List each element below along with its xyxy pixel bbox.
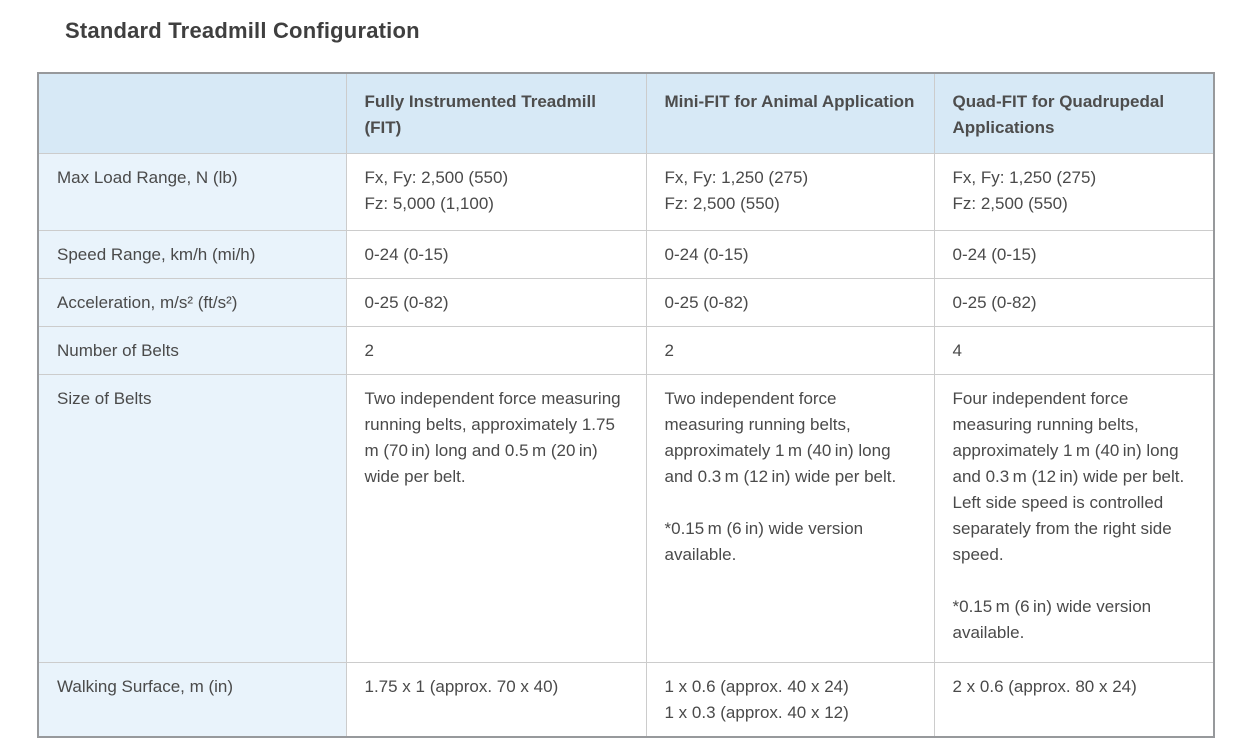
cell-surface-fit: 1.75 x 1 (approx. 70 x 40) bbox=[345, 661, 647, 738]
table-row-walking-surface: Walking Surface, m (in) 1.75 x 1 (approx… bbox=[37, 661, 1215, 738]
cell-max-load-fit: Fx, Fy: 2,500 (550) Fz: 5,000 (1,100) bbox=[345, 152, 647, 231]
page-title: Standard Treadmill Configuration bbox=[65, 18, 420, 43]
cell-size-mini: Two independent force measuring running … bbox=[645, 373, 935, 663]
header-corner-cell bbox=[37, 72, 347, 154]
cell-belts-fit: 2 bbox=[345, 325, 647, 375]
header-col-quad-fit: Quad-FIT for Quadrupedal Applications bbox=[933, 72, 1215, 154]
header-col-fit: Fully Instrumented Treadmill (FIT) bbox=[345, 72, 647, 154]
cell-speed-mini: 0-24 (0-15) bbox=[645, 229, 935, 279]
cell-accel-mini: 0-25 (0-82) bbox=[645, 277, 935, 327]
cell-size-fit: Two independent force measuring running … bbox=[345, 373, 647, 663]
cell-max-load-quad: Fx, Fy: 1,250 (275) Fz: 2,500 (550) bbox=[933, 152, 1215, 231]
row-label-walking-surface: Walking Surface, m (in) bbox=[37, 661, 347, 738]
row-label-speed-range: Speed Range, km/h (mi/h) bbox=[37, 229, 347, 279]
table-row-number-of-belts: Number of Belts 2 2 4 bbox=[37, 325, 1215, 375]
table-row-size-of-belts: Size of Belts Two independent force meas… bbox=[37, 373, 1215, 663]
cell-accel-quad: 0-25 (0-82) bbox=[933, 277, 1215, 327]
cell-surface-quad: 2 x 0.6 (approx. 80 x 24) bbox=[933, 661, 1215, 738]
row-label-max-load: Max Load Range, N (lb) bbox=[37, 152, 347, 231]
header-row: Fully Instrumented Treadmill (FIT) Mini-… bbox=[37, 72, 1215, 154]
row-label-acceleration: Acceleration, m/s² (ft/s²) bbox=[37, 277, 347, 327]
treadmill-spec-table: Fully Instrumented Treadmill (FIT) Mini-… bbox=[37, 72, 1215, 738]
cell-size-quad: Four independent force measuring running… bbox=[933, 373, 1215, 663]
row-label-number-of-belts: Number of Belts bbox=[37, 325, 347, 375]
table-row-acceleration: Acceleration, m/s² (ft/s²) 0-25 (0-82) 0… bbox=[37, 277, 1215, 327]
row-label-size-of-belts: Size of Belts bbox=[37, 373, 347, 663]
cell-surface-mini: 1 x 0.6 (approx. 40 x 24) 1 x 0.3 (appro… bbox=[645, 661, 935, 738]
table-row-max-load: Max Load Range, N (lb) Fx, Fy: 2,500 (55… bbox=[37, 152, 1215, 231]
cell-belts-mini: 2 bbox=[645, 325, 935, 375]
cell-belts-quad: 4 bbox=[933, 325, 1215, 375]
table-row-speed-range: Speed Range, km/h (mi/h) 0-24 (0-15) 0-2… bbox=[37, 229, 1215, 279]
cell-max-load-mini: Fx, Fy: 1,250 (275) Fz: 2,500 (550) bbox=[645, 152, 935, 231]
cell-accel-fit: 0-25 (0-82) bbox=[345, 277, 647, 327]
header-col-mini-fit: Mini-FIT for Animal Application bbox=[645, 72, 935, 154]
cell-speed-quad: 0-24 (0-15) bbox=[933, 229, 1215, 279]
cell-speed-fit: 0-24 (0-15) bbox=[345, 229, 647, 279]
